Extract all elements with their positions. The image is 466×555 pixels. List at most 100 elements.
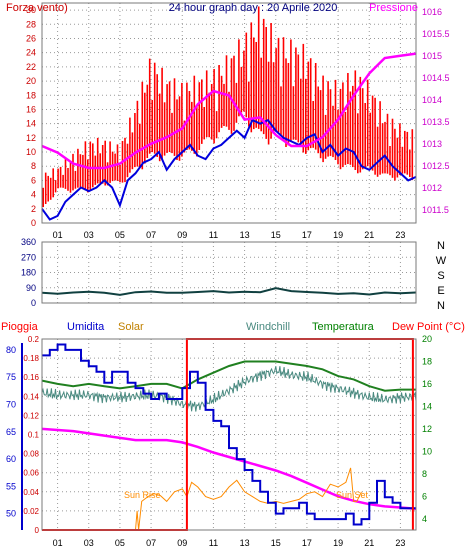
windchill-line — [41, 366, 417, 412]
humidity-line — [42, 343, 416, 526]
direction-panel-frame — [41, 241, 417, 304]
wind-ytick-20: 20 — [26, 76, 36, 86]
rain-ytick-0: 0 — [35, 526, 40, 535]
climate-xtick-05: 05 — [115, 538, 125, 548]
frame-layer — [21, 2, 417, 531]
wind-ytick-28: 28 — [26, 19, 36, 29]
wind-xtick-07: 07 — [146, 230, 156, 240]
temp-ytick-8: 8 — [422, 469, 427, 479]
pressure-ytick-1014: 1014 — [422, 95, 442, 105]
temp-ytick-12: 12 — [422, 424, 432, 434]
climate-xtick-13: 13 — [240, 538, 250, 548]
temp-ytick-4: 4 — [422, 514, 427, 524]
rain-ytick-0.04: 0.04 — [23, 488, 39, 497]
wind-ytick-8: 8 — [31, 161, 36, 171]
sun-set-annotation: Sun Set — [336, 490, 369, 500]
tick-layer: 0246810121416182022242628301011.51012101… — [6, 5, 450, 548]
rain-ytick-0.1: 0.1 — [28, 431, 40, 440]
humidity-ytick-70: 70 — [6, 399, 16, 409]
gust-line — [41, 118, 417, 221]
climate-xtick-09: 09 — [177, 538, 187, 548]
rain-ytick-0.2: 0.2 — [28, 335, 40, 344]
wind-ytick-10: 10 — [26, 147, 36, 157]
legend-dew-point: Dew Point (°C) — [392, 321, 465, 333]
rain-ytick-0.16: 0.16 — [23, 373, 39, 382]
legend-pioggia: Pioggia — [1, 321, 39, 333]
climate-panel-frame — [41, 338, 417, 531]
wind-ytick-0: 0 — [31, 218, 36, 228]
climate-xtick-15: 15 — [271, 538, 281, 548]
wind-xtick-13: 13 — [240, 230, 250, 240]
direction-label-n-bottom: N — [437, 300, 445, 312]
pressure-ytick-1011.5: 1011.5 — [422, 205, 449, 215]
temp-ytick-14: 14 — [422, 401, 432, 411]
temp-ytick-18: 18 — [422, 356, 432, 366]
temp-ytick-20: 20 — [422, 334, 432, 344]
wind-ytick-22: 22 — [26, 62, 36, 72]
wind-ytick-14: 14 — [26, 119, 36, 129]
grid-layer — [42, 3, 416, 531]
temperature-line — [41, 360, 416, 392]
climate-xtick-23: 23 — [395, 538, 405, 548]
wind-xtick-03: 03 — [84, 230, 94, 240]
wind-panel-frame — [41, 2, 417, 224]
wind-ytick-2: 2 — [31, 204, 36, 214]
pressure-ytick-1015.5: 1015.5 — [422, 29, 450, 39]
pressure-ytick-1012: 1012 — [422, 183, 442, 193]
direction-label-s: S — [437, 270, 444, 282]
wind-xtick-15: 15 — [271, 230, 281, 240]
wind-xtick-17: 17 — [302, 230, 312, 240]
series-layer — [41, 6, 417, 531]
direction-label-e: E — [437, 285, 444, 297]
humidity-ytick-60: 60 — [6, 454, 16, 464]
pressure-ytick-1015: 1015 — [422, 51, 442, 61]
humidity-ytick-50: 50 — [6, 509, 16, 519]
chart-title: 24 hour graph day : 20 Aprile 2020 — [169, 2, 338, 14]
pressure-ytick-1013.5: 1013.5 — [422, 117, 450, 127]
climate-xtick-07: 07 — [146, 538, 156, 548]
climate-xtick-11: 11 — [209, 538, 218, 548]
humidity-ytick-55: 55 — [6, 481, 16, 491]
climate-xtick-03: 03 — [84, 538, 94, 548]
solar-line — [135, 467, 362, 531]
legend-solar: Solar — [118, 321, 144, 333]
legend-temperatura: Temperatura — [312, 321, 375, 333]
wind-ytick-18: 18 — [26, 90, 36, 100]
wind-xtick-01: 01 — [53, 230, 63, 240]
temp-ytick-10: 10 — [422, 446, 432, 456]
wind-ytick-4: 4 — [31, 190, 36, 200]
climate-xtick-17: 17 — [302, 538, 312, 548]
direction-line — [41, 287, 417, 296]
sun-rise-annotation: Sun Rise — [124, 490, 161, 500]
wind-xtick-11: 11 — [209, 230, 218, 240]
wind-ytick-24: 24 — [26, 48, 36, 58]
direction-ytick-180: 180 — [21, 268, 36, 278]
pressure-ytick-1013: 1013 — [422, 139, 442, 149]
wind-xtick-19: 19 — [333, 230, 343, 240]
rain-ytick-0.06: 0.06 — [23, 469, 39, 478]
top-left-legend: Forza vento) — [6, 2, 68, 14]
rain-ytick-0.18: 0.18 — [23, 354, 39, 363]
direction-ytick-360: 360 — [21, 237, 36, 247]
rain-ytick-0.08: 0.08 — [23, 450, 39, 459]
wind-ytick-26: 26 — [26, 33, 36, 43]
humidity-ytick-65: 65 — [6, 427, 16, 437]
direction-ytick-270: 270 — [21, 252, 36, 262]
direction-ytick-90: 90 — [26, 283, 36, 293]
direction-label-w: W — [436, 255, 447, 267]
pressure-ytick-1016: 1016 — [422, 7, 442, 17]
wind-xtick-09: 09 — [177, 230, 187, 240]
legend-windchill: Windchill — [246, 321, 290, 333]
wind-xtick-05: 05 — [115, 230, 125, 240]
pressure-line — [41, 52, 417, 170]
humidity-ytick-80: 80 — [6, 345, 16, 355]
wind-ytick-6: 6 — [31, 175, 36, 185]
wind-ytick-16: 16 — [26, 104, 36, 114]
humidity-ytick-75: 75 — [6, 372, 16, 382]
direction-ytick-0: 0 — [31, 298, 36, 308]
temp-ytick-16: 16 — [422, 379, 432, 389]
climate-xtick-01: 01 — [53, 538, 63, 548]
wind-xtick-23: 23 — [395, 230, 405, 240]
rain-ytick-0.14: 0.14 — [23, 392, 39, 401]
